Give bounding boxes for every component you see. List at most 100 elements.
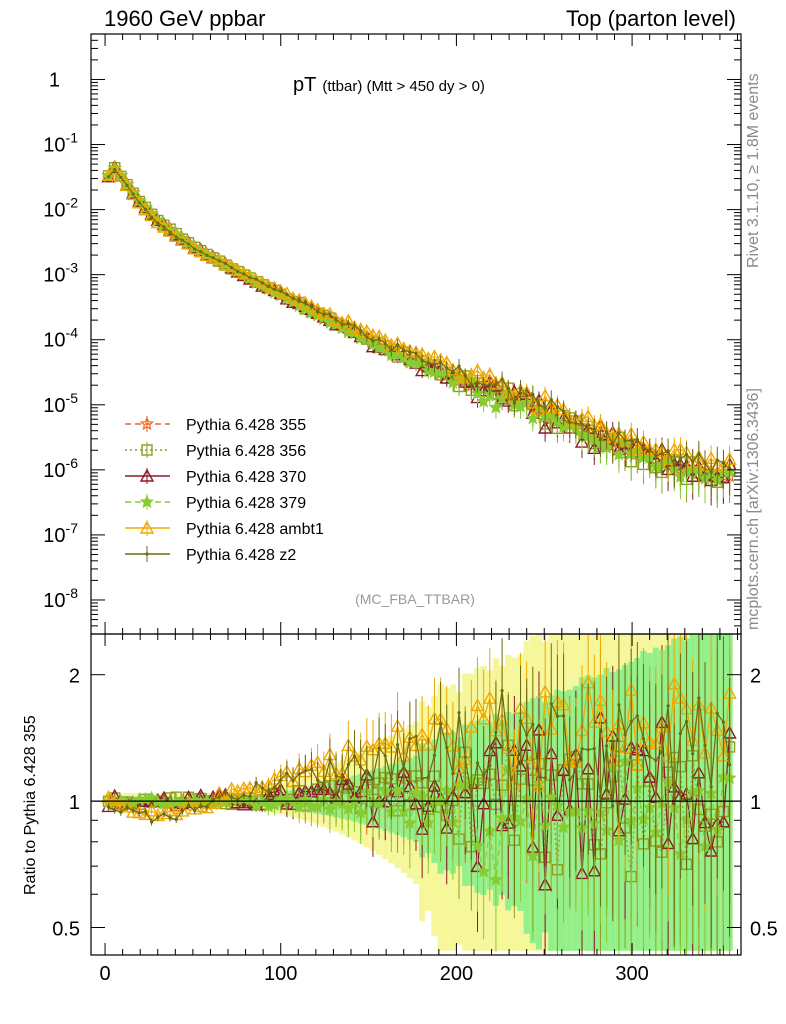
ratio-y-tick-label-left: 2 — [69, 666, 80, 688]
data-marker — [292, 799, 307, 814]
data-marker — [433, 793, 448, 808]
data-marker — [113, 168, 129, 183]
data-marker — [476, 711, 491, 725]
data-marker — [537, 420, 553, 434]
legend: Pythia 6.428 355 Pythia 6.428 356 Pythia 6… — [125, 416, 324, 564]
data-marker — [218, 793, 233, 807]
ratio-y-tick-label-left: 0.5 — [52, 918, 80, 940]
y-tick-label: 10-1 — [43, 130, 78, 157]
y-tick-label: 10-4 — [43, 325, 78, 352]
rivet-version-label: Rivet 3.1.10, ≥ 1.8M events — [745, 73, 762, 268]
data-marker — [119, 177, 135, 192]
y-tick-label: 1 — [49, 69, 60, 91]
data-marker — [470, 698, 485, 712]
x-axis: 0 100 200 300 — [99, 34, 738, 985]
data-marker — [144, 803, 159, 817]
ratio-y-tick-label-right: 2 — [750, 666, 761, 688]
data-marker — [101, 167, 116, 182]
y-tick-label: 10-2 — [43, 195, 78, 222]
data-marker — [205, 250, 221, 264]
data-marker — [298, 792, 313, 806]
legend-label: Pythia 6.428 355 — [186, 417, 306, 434]
data-marker — [199, 248, 215, 262]
data-marker — [248, 273, 264, 287]
data-marker — [107, 161, 122, 175]
data-marker — [482, 690, 497, 704]
main-plot-area — [101, 159, 737, 508]
data-marker — [285, 290, 301, 305]
data-marker — [139, 494, 155, 509]
data-marker — [150, 215, 165, 229]
ratio-series-line — [108, 761, 730, 880]
data-marker — [139, 520, 155, 534]
series-pythia-6-428-z2 — [106, 168, 732, 498]
x-tick-label: 0 — [99, 963, 110, 985]
legend-label: Pythia 6.428 356 — [186, 443, 306, 460]
data-marker — [525, 395, 541, 409]
ratio-y-tick-label-left: 1 — [69, 792, 80, 814]
y-tick-label: 10-6 — [43, 455, 78, 482]
plot-title: pT (ttbar) (Mtt > 450 dy > 0) — [293, 74, 485, 96]
ratio-series-pythia-6-428-z2 — [106, 634, 732, 949]
data-marker — [451, 365, 467, 379]
data-marker — [132, 195, 147, 209]
data-marker — [451, 760, 467, 774]
data-marker — [181, 797, 196, 811]
main-y-axis: 1 10-1 10-2 10-3 10-4 10-5 10-6 10-7 10-8 — [43, 33, 741, 635]
ratio-y-axis: 0.5 0.5 1 1 2 2 — [52, 666, 778, 941]
data-marker — [169, 228, 184, 242]
data-marker — [144, 208, 159, 222]
y-tick-label: 10-3 — [43, 260, 78, 287]
data-marker — [145, 552, 149, 556]
data-marker — [125, 187, 141, 201]
x-tick-label: 200 — [440, 963, 473, 985]
data-marker — [139, 468, 155, 482]
ratio-series-line — [108, 682, 731, 817]
legend-label: Pythia 6.428 z2 — [186, 547, 296, 564]
legend-item: Pythia 6.428 ambt1 — [125, 520, 324, 538]
mcplots-label: mcplots.cern.ch [arXiv:1306.3436] — [745, 388, 762, 630]
data-marker — [141, 444, 153, 456]
data-marker — [181, 236, 196, 250]
data-marker — [390, 783, 405, 797]
legend-label: Pythia 6.428 370 — [186, 469, 306, 486]
y-tick-label: 10-8 — [43, 585, 78, 612]
analysis-watermark: (MC_FBA_TTBAR) — [355, 591, 475, 607]
data-marker — [341, 801, 356, 815]
x-tick-label: 100 — [264, 963, 297, 985]
ratio-series-line — [108, 745, 731, 877]
data-marker — [187, 241, 202, 255]
legend-item: Pythia 6.428 z2 — [125, 546, 296, 564]
header-process-label: Top (parton level) — [566, 6, 736, 31]
data-marker — [156, 219, 172, 233]
series-line — [108, 168, 731, 474]
data-marker — [139, 416, 155, 431]
legend-item: Pythia 6.428 356 — [125, 442, 306, 460]
series-line — [108, 166, 731, 484]
data-marker — [138, 202, 153, 216]
data-marker — [470, 838, 485, 852]
ratio-y-tick-label-right: 0.5 — [750, 918, 778, 940]
main-frame — [90, 33, 742, 635]
data-marker — [593, 692, 608, 706]
data-marker — [218, 257, 233, 271]
legend-item: Pythia 6.428 355 — [125, 416, 306, 434]
data-marker — [414, 727, 430, 741]
ratio-frame — [90, 633, 742, 956]
legend-label: Pythia 6.428 379 — [186, 495, 306, 512]
data-marker — [470, 385, 485, 400]
data-marker — [347, 319, 362, 334]
data-marker — [175, 232, 190, 246]
ratio-y-tick-label-right: 1 — [750, 792, 761, 814]
y-tick-label: 10-5 — [43, 390, 78, 417]
data-marker — [464, 719, 479, 733]
data-marker — [156, 806, 172, 820]
data-marker — [162, 223, 178, 237]
data-marker — [328, 312, 344, 326]
data-marker — [101, 790, 116, 804]
ratio-y-axis-label: Ratio to Pythia 6.428 355 — [22, 715, 39, 895]
x-tick-label: 300 — [615, 963, 648, 985]
y-tick-label: 10-7 — [43, 520, 78, 547]
data-marker — [193, 244, 208, 258]
